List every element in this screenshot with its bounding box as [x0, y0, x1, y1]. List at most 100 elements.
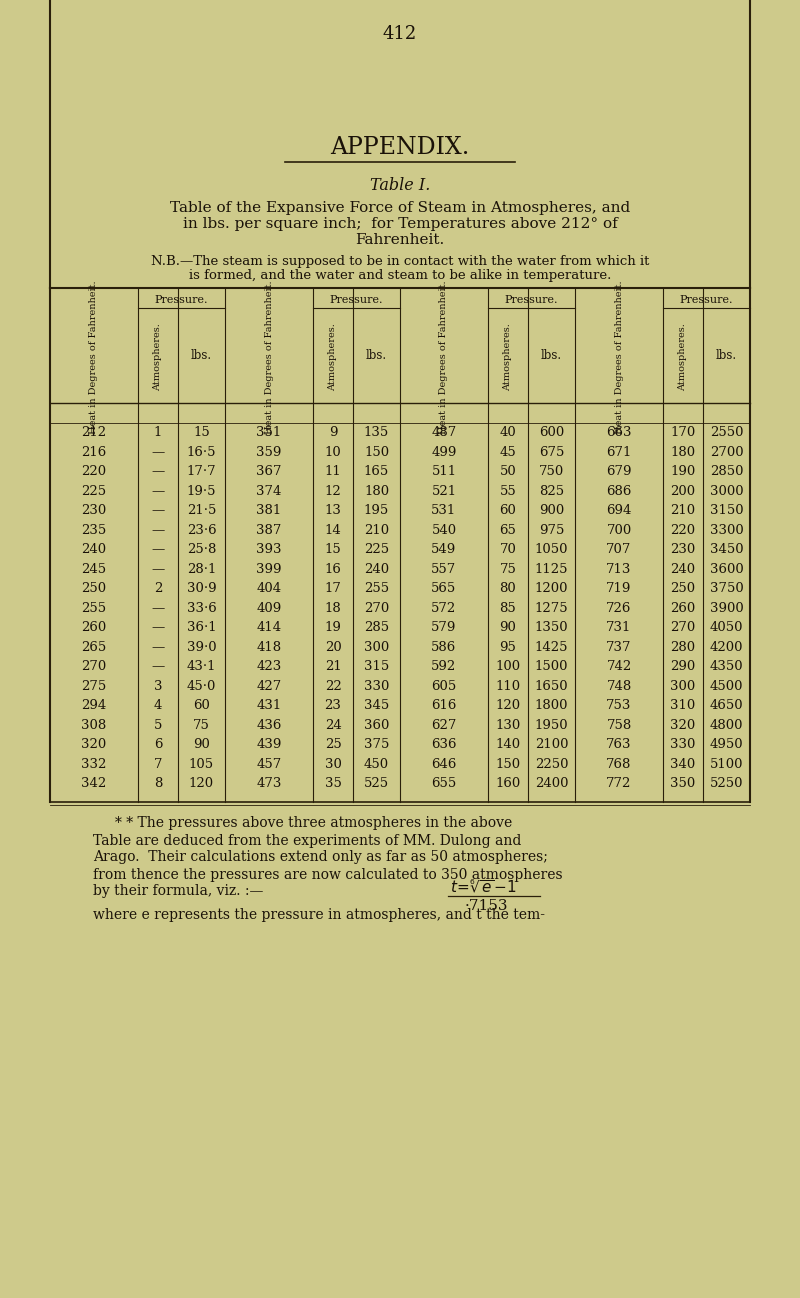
Text: Table are deduced from the experiments of MM. Dulong and: Table are deduced from the experiments o…: [93, 833, 522, 848]
Text: —: —: [151, 661, 165, 674]
Text: 579: 579: [431, 622, 457, 635]
Text: 200: 200: [670, 484, 695, 497]
Text: 2850: 2850: [710, 465, 743, 478]
Text: ·7153: ·7153: [465, 898, 509, 912]
Text: 240: 240: [670, 563, 695, 576]
Text: 21·5: 21·5: [187, 504, 216, 517]
Text: 15: 15: [325, 544, 342, 557]
Text: 3000: 3000: [710, 484, 743, 497]
Text: 975: 975: [539, 524, 564, 537]
Text: 22: 22: [325, 680, 342, 693]
Text: by their formula, viz. :—: by their formula, viz. :—: [93, 884, 263, 898]
Text: 1275: 1275: [534, 602, 568, 615]
Text: 275: 275: [82, 680, 106, 693]
Text: 225: 225: [82, 484, 106, 497]
Text: 250: 250: [82, 583, 106, 596]
Text: 110: 110: [495, 680, 521, 693]
Text: Atmospheres.: Atmospheres.: [154, 323, 162, 392]
Text: 17: 17: [325, 583, 342, 596]
Text: 320: 320: [82, 739, 106, 752]
Text: 39·0: 39·0: [186, 641, 216, 654]
Text: —: —: [151, 622, 165, 635]
Text: 436: 436: [256, 719, 282, 732]
Text: 55: 55: [500, 484, 516, 497]
Text: 5250: 5250: [710, 778, 743, 790]
Text: 3300: 3300: [710, 524, 743, 537]
Text: 24: 24: [325, 719, 342, 732]
Text: $t\!=\!\sqrt[6]{e}\!-\!1$: $t\!=\!\sqrt[6]{e}\!-\!1$: [450, 877, 517, 896]
Text: 1800: 1800: [534, 700, 568, 713]
Text: 16·5: 16·5: [186, 445, 216, 458]
Text: 2400: 2400: [534, 778, 568, 790]
Text: 45: 45: [500, 445, 516, 458]
Text: 270: 270: [670, 622, 696, 635]
Text: 18: 18: [325, 602, 342, 615]
Text: —: —: [151, 544, 165, 557]
Text: is formed, and the water and steam to be alike in temperature.: is formed, and the water and steam to be…: [189, 270, 611, 283]
Text: 33·6: 33·6: [186, 602, 216, 615]
Text: 195: 195: [364, 504, 389, 517]
Text: 4050: 4050: [710, 622, 743, 635]
Text: 3750: 3750: [710, 583, 743, 596]
Text: N.B.—The steam is supposed to be in contact with the water from which it: N.B.—The steam is supposed to be in cont…: [151, 256, 649, 269]
Text: 457: 457: [256, 758, 282, 771]
Text: 1125: 1125: [534, 563, 568, 576]
Text: 20: 20: [325, 641, 342, 654]
Text: 342: 342: [82, 778, 106, 790]
Text: 707: 707: [606, 544, 632, 557]
Text: 300: 300: [364, 641, 389, 654]
Text: 605: 605: [431, 680, 457, 693]
Text: 511: 511: [431, 465, 457, 478]
Text: 586: 586: [431, 641, 457, 654]
Text: 90: 90: [499, 622, 517, 635]
Text: APPENDIX.: APPENDIX.: [330, 136, 470, 160]
Text: 393: 393: [256, 544, 282, 557]
Text: Pressure.: Pressure.: [505, 295, 558, 305]
Text: 12: 12: [325, 484, 342, 497]
Text: 308: 308: [82, 719, 106, 732]
Text: 646: 646: [431, 758, 457, 771]
Text: 750: 750: [539, 465, 564, 478]
Text: 557: 557: [431, 563, 457, 576]
Text: Arago.  Their calculations extend only as far as 50 atmospheres;: Arago. Their calculations extend only as…: [93, 850, 548, 864]
Text: —: —: [151, 602, 165, 615]
Text: 4350: 4350: [710, 661, 743, 674]
Text: 521: 521: [431, 484, 457, 497]
Text: 753: 753: [606, 700, 632, 713]
Text: 572: 572: [431, 602, 457, 615]
Text: 3600: 3600: [710, 563, 743, 576]
Text: 675: 675: [539, 445, 564, 458]
Text: 487: 487: [431, 426, 457, 439]
Text: Atmospheres.: Atmospheres.: [678, 323, 687, 392]
Text: 616: 616: [431, 700, 457, 713]
Text: 170: 170: [670, 426, 696, 439]
Text: —: —: [151, 504, 165, 517]
Text: 11: 11: [325, 465, 342, 478]
Text: 565: 565: [431, 583, 457, 596]
Text: 1050: 1050: [534, 544, 568, 557]
Text: in lbs. per square inch;  for Temperatures above 212° of: in lbs. per square inch; for Temperature…: [182, 217, 618, 231]
Text: 25: 25: [325, 739, 342, 752]
Text: 140: 140: [495, 739, 521, 752]
Text: 220: 220: [670, 524, 695, 537]
Text: 310: 310: [670, 700, 696, 713]
Text: 160: 160: [495, 778, 521, 790]
Text: 30: 30: [325, 758, 342, 771]
Text: Pressure.: Pressure.: [154, 295, 208, 305]
Text: 216: 216: [82, 445, 106, 458]
Text: 220: 220: [82, 465, 106, 478]
Text: 423: 423: [256, 661, 282, 674]
Text: 4800: 4800: [710, 719, 743, 732]
Text: 737: 737: [606, 641, 632, 654]
Text: 225: 225: [364, 544, 389, 557]
Text: 19·5: 19·5: [186, 484, 216, 497]
Text: 4950: 4950: [710, 739, 743, 752]
Text: 592: 592: [431, 661, 457, 674]
Text: 531: 531: [431, 504, 457, 517]
Text: 1350: 1350: [534, 622, 568, 635]
Text: 900: 900: [539, 504, 564, 517]
Text: 95: 95: [499, 641, 517, 654]
Text: 21: 21: [325, 661, 342, 674]
Text: 212: 212: [82, 426, 106, 439]
Text: 80: 80: [500, 583, 516, 596]
